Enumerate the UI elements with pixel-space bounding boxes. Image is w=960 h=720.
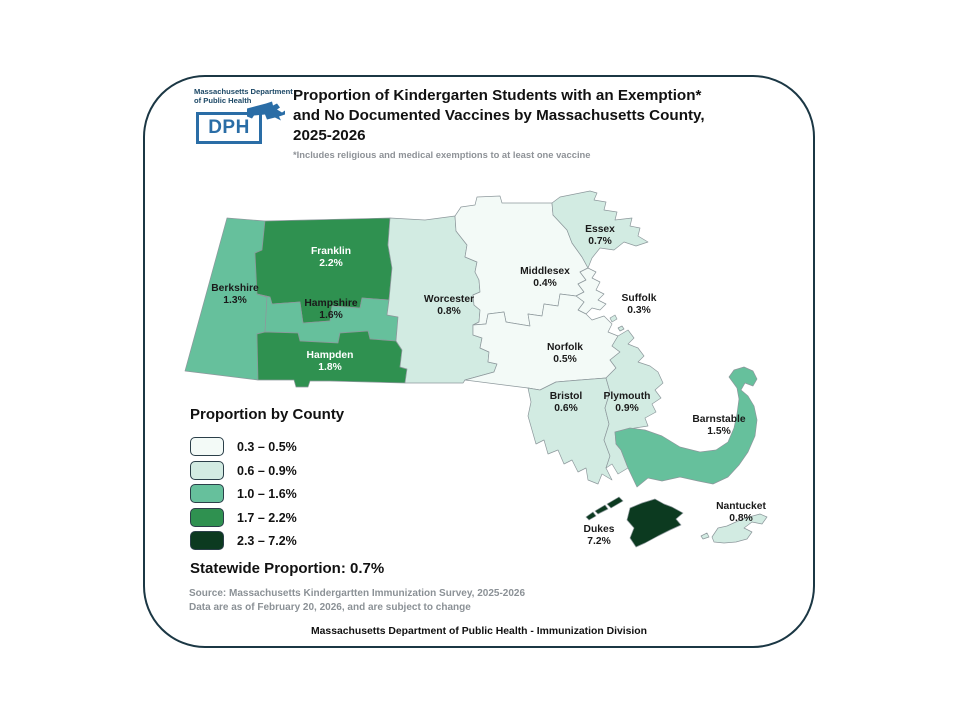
county-label-worcester: Worcester — [424, 294, 474, 305]
county-norfolk-shape — [464, 293, 621, 391]
legend-swatch-2 — [190, 461, 224, 480]
county-value-worcester: 0.8% — [437, 306, 460, 317]
legend-row-4: 1.7 – 2.2% — [190, 508, 297, 527]
legend-row-1: 0.3 – 0.5% — [190, 437, 297, 456]
dph-logo-box: DPH — [196, 112, 262, 144]
county-label-middlesex: Middlesex — [520, 266, 570, 277]
legend-swatch-5 — [190, 531, 224, 550]
legend-swatch-4 — [190, 508, 224, 527]
county-label-hampshire: Hampshire — [304, 298, 357, 309]
legend-title: Proportion by County — [190, 406, 345, 423]
boston-harbor-islands — [609, 314, 625, 332]
county-essex-shape — [551, 190, 649, 269]
legend-range-1: 0.3 – 0.5% — [237, 439, 297, 454]
county-label-plymouth: Plymouth — [604, 391, 651, 402]
title-footnote: *Includes religious and medical exemptio… — [293, 149, 591, 160]
source-line-1: Source: Massachusetts Kindergartten Immu… — [189, 588, 526, 599]
county-value-suffolk: 0.3% — [627, 305, 650, 316]
legend-row-2: 0.6 – 0.9% — [190, 461, 297, 480]
county-value-middlesex: 0.4% — [533, 278, 556, 289]
source-line-2: Data are as of February 20, 2026, and ar… — [189, 602, 471, 613]
county-value-berkshire: 1.3% — [223, 295, 246, 306]
county-suffolk-shape — [575, 267, 607, 315]
logo-org-line2: of Public Health — [194, 95, 252, 105]
county-value-franklin: 2.2% — [319, 258, 342, 269]
title-line-2: and No Documented Vaccines by Massachuse… — [293, 107, 705, 124]
title-line-1: Proportion of Kindergarten Students with… — [293, 87, 702, 104]
county-value-bristol: 0.6% — [554, 403, 577, 414]
county-value-dukes: 7.2% — [587, 536, 610, 547]
division-footer: Massachusetts Department of Public Healt… — [310, 626, 648, 637]
county-label-bristol: Bristol — [550, 391, 583, 402]
county-label-barnstable: Barnstable — [692, 414, 745, 425]
county-label-dukes: Dukes — [584, 524, 615, 535]
county-label-suffolk: Suffolk — [622, 293, 657, 304]
county-nantucket-shape — [700, 513, 768, 544]
county-value-barnstable: 1.5% — [707, 426, 730, 437]
county-barnstable-shape — [614, 366, 758, 488]
chart-title: Proportion of Kindergarten Students with… — [293, 86, 763, 146]
massachusetts-state-icon — [247, 101, 285, 121]
dph-logo: Massachusetts Department of Public Healt… — [194, 87, 294, 150]
county-value-plymouth: 0.9% — [615, 403, 638, 414]
county-value-hampshire: 1.6% — [319, 310, 342, 321]
legend-row-3: 1.0 – 1.6% — [190, 484, 297, 503]
legend-range-4: 1.7 – 2.2% — [237, 510, 297, 525]
legend-range-2: 0.6 – 0.9% — [237, 463, 297, 478]
county-label-norfolk: Norfolk — [547, 342, 583, 353]
county-label-hampden: Hampden — [307, 350, 354, 361]
legend-range-5: 2.3 – 7.2% — [237, 533, 297, 548]
county-value-nantucket: 0.8% — [729, 513, 752, 524]
legend-swatch-3 — [190, 484, 224, 503]
legend-range-3: 1.0 – 1.6% — [237, 486, 297, 501]
county-value-essex: 0.7% — [588, 236, 611, 247]
county-label-franklin: Franklin — [311, 246, 351, 257]
statewide-proportion: Statewide Proportion: 0.7% — [190, 560, 385, 577]
dph-acronym: DPH — [208, 117, 250, 138]
county-label-nantucket: Nantucket — [716, 501, 766, 512]
county-value-norfolk: 0.5% — [553, 354, 576, 365]
county-plymouth-shape — [603, 329, 664, 475]
legend-row-5: 2.3 – 7.2% — [190, 531, 297, 550]
county-value-hampden: 1.8% — [318, 362, 341, 373]
logo-org-line1: Massachusetts Department — [194, 87, 293, 96]
legend-swatch-1 — [190, 437, 224, 456]
county-label-essex: Essex — [585, 224, 615, 235]
county-dukes-shape — [585, 496, 684, 548]
county-label-berkshire: Berkshire — [211, 283, 259, 294]
title-line-3: 2025-2026 — [293, 127, 366, 144]
